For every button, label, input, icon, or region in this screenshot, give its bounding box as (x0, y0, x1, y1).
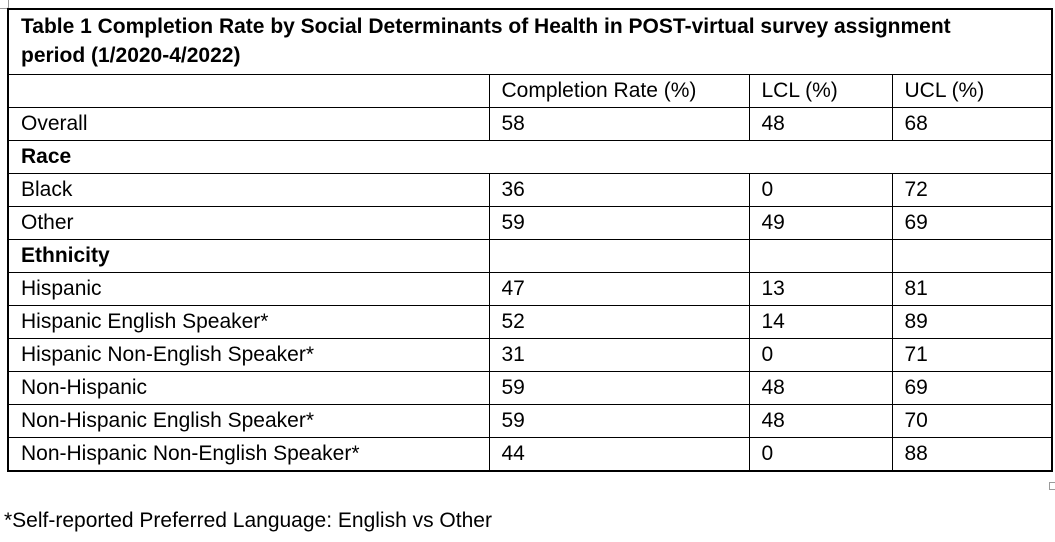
value-cell: 49 (748, 206, 893, 240)
completion-rate-table: Table 1 Completion Rate by Social Determ… (7, 8, 1053, 472)
table-row-hispanic-non-english: Hispanic Non-English Speaker* 31 0 71 (7, 338, 1053, 372)
table-section-row-ethnicity: Ethnicity (7, 239, 1053, 273)
value-cell: 69 (891, 206, 1053, 240)
value-cell: 89 (891, 305, 1053, 339)
table-row-non-hispanic-english: Non-Hispanic English Speaker* 59 48 70 (7, 404, 1053, 438)
table-row-hispanic-english: Hispanic English Speaker* 52 14 89 (7, 305, 1053, 339)
value-cell: 48 (748, 404, 893, 438)
value-cell: 31 (488, 338, 750, 372)
value-cell: 47 (488, 272, 750, 306)
footnote: *Self-reported Preferred Language: Engli… (4, 509, 492, 532)
col-header-completion-rate: Completion Rate (%) (488, 74, 750, 108)
value-cell: 72 (891, 173, 1053, 207)
table-resize-handle[interactable] (1049, 482, 1055, 490)
value-cell: 0 (748, 173, 893, 207)
section-label-cell: Race (7, 140, 1053, 174)
row-label-cell: Hispanic (7, 272, 490, 306)
row-label-cell: Black (7, 173, 490, 207)
table-row-overall: Overall 58 48 68 (7, 107, 1053, 141)
table-title-row: Table 1 Completion Rate by Social Determ… (7, 8, 1053, 75)
value-cell: 71 (891, 338, 1053, 372)
row-label-cell: Non-Hispanic (7, 371, 490, 405)
value-cell: 52 (488, 305, 750, 339)
row-label-cell: Hispanic Non-English Speaker* (7, 338, 490, 372)
value-cell (748, 239, 893, 273)
table-title-cell: Table 1 Completion Rate by Social Determ… (7, 8, 1053, 75)
value-cell: 88 (891, 437, 1053, 471)
table-header-row: Completion Rate (%) LCL (%) UCL (%) (7, 74, 1053, 108)
value-cell (488, 239, 750, 273)
table-row-hispanic: Hispanic 47 13 81 (7, 272, 1053, 306)
value-cell: 36 (488, 173, 750, 207)
header-empty-cell (7, 74, 490, 108)
value-cell: 59 (488, 206, 750, 240)
table-row-other: Other 59 49 69 (7, 206, 1053, 240)
value-cell: 58 (488, 107, 750, 141)
col-header-ucl: UCL (%) (891, 74, 1053, 108)
row-label-cell: Non-Hispanic English Speaker* (7, 404, 490, 438)
value-cell: 48 (748, 107, 893, 141)
value-cell: 68 (891, 107, 1053, 141)
table-section-row-race: Race (7, 140, 1053, 174)
value-cell: 59 (488, 404, 750, 438)
row-label-cell: Overall (7, 107, 490, 141)
row-label-cell: Other (7, 206, 490, 240)
row-label-cell: Hispanic English Speaker* (7, 305, 490, 339)
table-row-black: Black 36 0 72 (7, 173, 1053, 207)
value-cell: 48 (748, 371, 893, 405)
row-label-cell: Non-Hispanic Non-English Speaker* (7, 437, 490, 471)
table-title: Table 1 Completion Rate by Social Determ… (21, 15, 951, 67)
value-cell: 0 (748, 338, 893, 372)
value-cell: 81 (891, 272, 1053, 306)
value-cell: 59 (488, 371, 750, 405)
value-cell: 14 (748, 305, 893, 339)
value-cell (891, 239, 1053, 273)
table-move-handle[interactable] (0, 0, 9, 9)
value-cell: 44 (488, 437, 750, 471)
table-row-non-hispanic-non-english: Non-Hispanic Non-English Speaker* 44 0 8… (7, 437, 1053, 471)
value-cell: 0 (748, 437, 893, 471)
value-cell: 70 (891, 404, 1053, 438)
section-label-cell: Ethnicity (7, 239, 490, 273)
table-row-non-hispanic: Non-Hispanic 59 48 69 (7, 371, 1053, 405)
value-cell: 69 (891, 371, 1053, 405)
value-cell: 13 (748, 272, 893, 306)
col-header-lcl: LCL (%) (748, 74, 893, 108)
